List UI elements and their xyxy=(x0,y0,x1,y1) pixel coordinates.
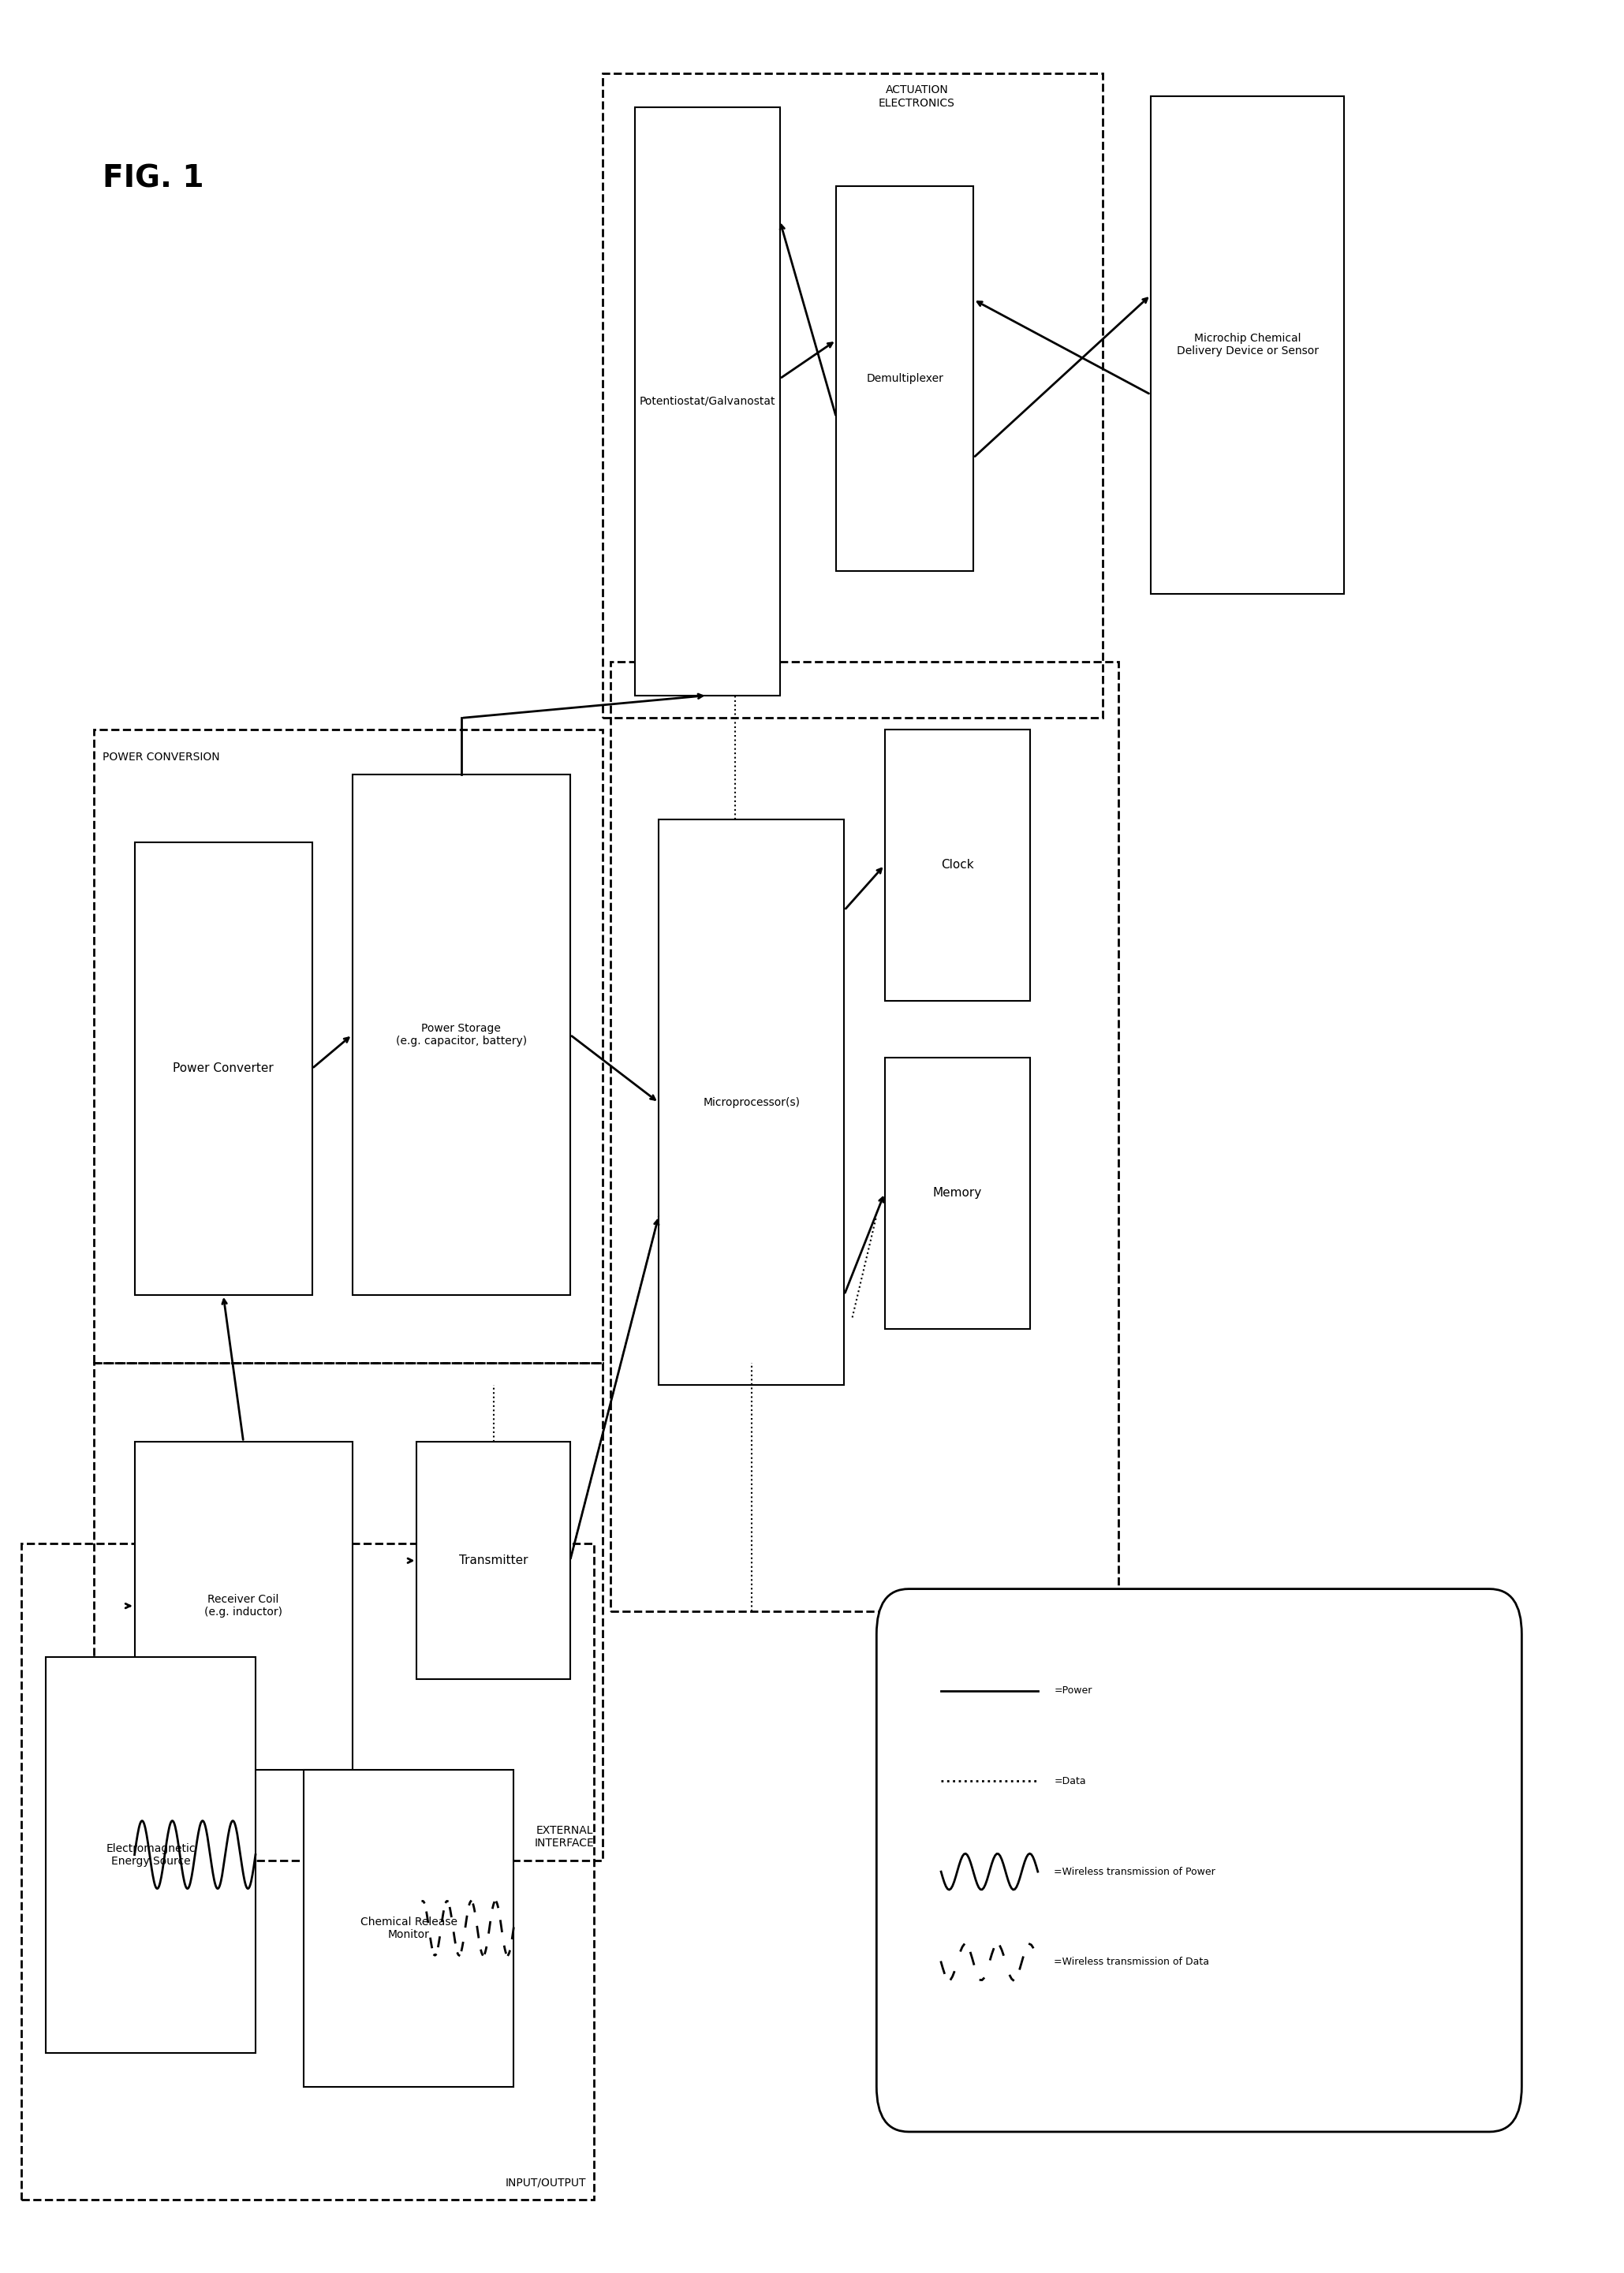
FancyBboxPatch shape xyxy=(304,1771,513,2087)
Text: =Data: =Data xyxy=(1054,1775,1086,1787)
Text: Demultiplexer: Demultiplexer xyxy=(866,373,944,384)
FancyBboxPatch shape xyxy=(885,1057,1030,1330)
Text: CONTROLLER: CONTROLLER xyxy=(1036,1589,1111,1600)
Text: =Wireless transmission of Power: =Wireless transmission of Power xyxy=(1054,1866,1215,1877)
FancyBboxPatch shape xyxy=(836,186,973,571)
Text: Receiver Coil
(e.g. inductor): Receiver Coil (e.g. inductor) xyxy=(205,1593,283,1618)
FancyBboxPatch shape xyxy=(659,821,844,1384)
FancyBboxPatch shape xyxy=(352,775,570,1296)
FancyBboxPatch shape xyxy=(135,1441,352,1771)
FancyBboxPatch shape xyxy=(135,843,312,1296)
Text: Power Storage
(e.g. capacitor, battery): Power Storage (e.g. capacitor, battery) xyxy=(396,1023,526,1046)
Text: INPUT/OUTPUT: INPUT/OUTPUT xyxy=(505,2178,586,2189)
Text: Memory: Memory xyxy=(932,1187,983,1198)
Text: Power Converter: Power Converter xyxy=(172,1064,273,1075)
Text: Clock: Clock xyxy=(940,859,974,871)
Text: FIG. 1: FIG. 1 xyxy=(102,164,203,193)
Text: EXTERNAL
INTERFACE: EXTERNAL INTERFACE xyxy=(534,1825,594,1848)
Text: =Wireless transmission of Data: =Wireless transmission of Data xyxy=(1054,1957,1210,1966)
FancyBboxPatch shape xyxy=(1151,95,1345,593)
FancyBboxPatch shape xyxy=(45,1657,255,2053)
Text: Microchip Chemical
Delivery Device or Sensor: Microchip Chemical Delivery Device or Se… xyxy=(1176,332,1319,357)
FancyBboxPatch shape xyxy=(417,1441,570,1680)
Text: Electromagnetic
Energy Source: Electromagnetic Energy Source xyxy=(106,1843,195,1866)
Text: Chemical Release
Monitor: Chemical Release Monitor xyxy=(361,1916,458,1941)
Text: ACTUATION
ELECTRONICS: ACTUATION ELECTRONICS xyxy=(879,84,955,109)
Text: =Power: =Power xyxy=(1054,1687,1091,1696)
FancyBboxPatch shape xyxy=(635,107,780,696)
FancyBboxPatch shape xyxy=(885,730,1030,1000)
Text: Transmitter: Transmitter xyxy=(460,1555,528,1566)
FancyBboxPatch shape xyxy=(877,1589,1522,2132)
Text: Microprocessor(s): Microprocessor(s) xyxy=(703,1098,801,1109)
Text: POWER CONVERSION: POWER CONVERSION xyxy=(102,752,219,764)
Text: Potentiostat/Galvanostat: Potentiostat/Galvanostat xyxy=(640,396,775,407)
